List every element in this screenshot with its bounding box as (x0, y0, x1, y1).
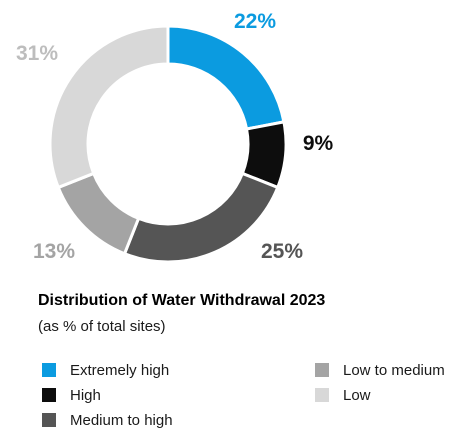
chart-title: Distribution of Water Withdrawal 2023 (38, 292, 326, 309)
slice-label-extremely-high: 22% (234, 10, 276, 33)
legend-item-low-to-medium: Low to medium (315, 360, 445, 380)
slice-medium-to-high (122, 171, 280, 264)
slice-label-high: 9% (303, 132, 334, 155)
legend-label: Low (343, 386, 371, 404)
legend-item-medium-to-high: Medium to high (42, 410, 173, 430)
legend-swatch (42, 388, 56, 402)
donut-slices (48, 24, 288, 264)
legend-item-low: Low (315, 385, 371, 405)
donut-chart: 22% 9% 25% 13% 31% (16, 10, 334, 264)
slice-labels: 22% 9% 25% 13% 31% (16, 10, 334, 263)
legend-swatch (42, 363, 56, 377)
legend-label: High (70, 386, 101, 404)
legend-item-high: High (42, 385, 101, 405)
slice-label-low-to-medium: 13% (33, 240, 75, 263)
slice-low (48, 24, 170, 190)
slice-label-medium-to-high: 25% (261, 240, 303, 263)
legend-swatch (315, 363, 329, 377)
slice-label-low: 31% (16, 42, 58, 65)
slice-extremely-high (166, 24, 286, 131)
legend-swatch (42, 413, 56, 427)
chart-subtitle: (as % of total sites) (38, 318, 166, 335)
legend-item-extremely-high: Extremely high (42, 360, 169, 380)
legend-label: Medium to high (70, 411, 173, 429)
legend-label: Low to medium (343, 361, 445, 379)
legend-label: Extremely high (70, 361, 170, 379)
legend-swatch (315, 388, 329, 402)
